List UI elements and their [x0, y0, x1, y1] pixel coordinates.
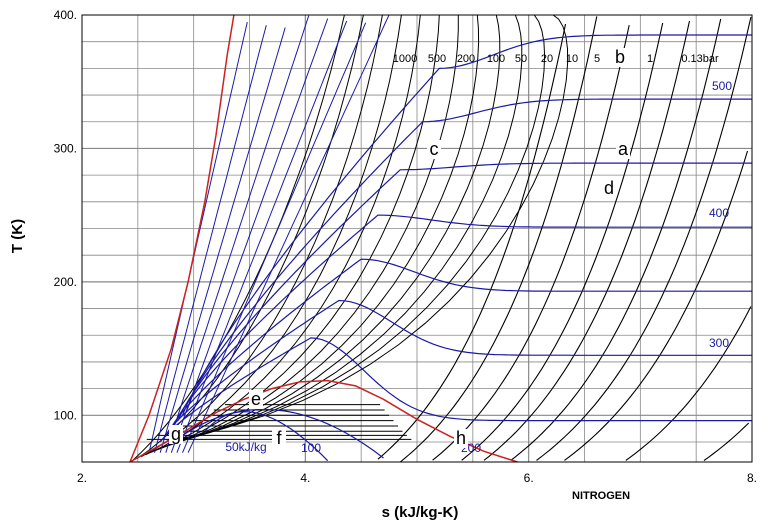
- x-tick-label: 8.: [747, 471, 757, 485]
- isobar-curve: [167, 14, 501, 446]
- letter-marker: d: [604, 178, 614, 198]
- enthalpy-label: 100: [301, 441, 321, 455]
- isenthalp-curve: [173, 214, 752, 427]
- y-tick-label: 400.: [54, 8, 77, 22]
- y-tick-label: 100.: [54, 408, 77, 422]
- enthalpy-label: 300: [709, 336, 729, 350]
- letter-marker-bg: [616, 140, 630, 159]
- x-tick-label: 2.: [77, 471, 87, 485]
- pressure-label: 1: [647, 53, 653, 65]
- pressure-label: 200: [457, 53, 475, 65]
- isenthalp-curve: [159, 337, 752, 443]
- isenthalp-curve: [159, 27, 286, 453]
- grid: [82, 15, 752, 462]
- isenthalp-curve: [176, 408, 384, 459]
- isobar-curve: [399, 16, 598, 463]
- x-axis-label: s (kJ/kg-K): [382, 504, 459, 521]
- pressure-label: 500: [428, 53, 446, 65]
- isenthalp-curve: [176, 20, 348, 453]
- pressure-label: 10: [566, 53, 578, 65]
- isenthalp-curve: [170, 18, 329, 453]
- isenthalp-curve: [177, 162, 752, 421]
- isenthalp-curve: [204, 411, 329, 462]
- isobar-curve: [163, 14, 480, 448]
- isobar-curve: [510, 18, 722, 461]
- isenthalp-curve: [165, 15, 310, 453]
- letter-marker-bg: [613, 48, 627, 67]
- isenthalp-curve: [164, 299, 752, 437]
- curves: [129, 14, 752, 463]
- x-tick-label: 4.: [300, 471, 310, 485]
- isenthalp-curve: [187, 14, 390, 453]
- axis-ticks: 2. 4. 6. 8. 100. 200. 300. 400.: [54, 8, 757, 485]
- pressure-label: 20: [541, 53, 553, 65]
- letter-marker-bg: [602, 179, 616, 198]
- letter-marker: e: [251, 389, 261, 409]
- isobar-curve: [149, 14, 421, 454]
- saturation-dome: [129, 379, 518, 463]
- isobar-curve: [131, 14, 345, 462]
- isenthalp-curve: [154, 25, 267, 453]
- isenthalp-curve: [182, 22, 367, 453]
- plot-frame: [81, 14, 753, 463]
- letter-marker: h: [456, 428, 466, 448]
- isobar-curve: [564, 150, 749, 461]
- letter-marker: b: [615, 47, 625, 67]
- letter-marker-bg: [249, 390, 263, 409]
- isenthalp-curve: [181, 98, 752, 416]
- y-axis-label: T (K): [9, 219, 26, 253]
- isobar-curve: [145, 14, 402, 456]
- y-tick-label: 300.: [54, 141, 77, 155]
- enthalpy-label: 400: [709, 206, 729, 220]
- pressure-label: 100: [487, 53, 505, 65]
- isobar-curve: [483, 20, 691, 461]
- enthalpy-label: 500: [712, 79, 732, 93]
- x-tick-label: 6.: [524, 471, 534, 485]
- pressure-label: 50: [515, 53, 527, 65]
- pressure-label: 0.13bar: [681, 53, 719, 65]
- y-tick-label: 200.: [54, 275, 77, 289]
- isobar-curve: [176, 14, 546, 442]
- letter-marker: f: [276, 428, 282, 448]
- isobar-curve: [703, 422, 750, 461]
- letter-marker-bg: [169, 425, 183, 444]
- isobar-curve: [377, 23, 567, 460]
- letter-marker-bg: [427, 140, 441, 159]
- pressure-label: 1000: [393, 53, 417, 65]
- isenthalp-curve: [186, 34, 752, 411]
- letter-marker: g: [171, 424, 181, 444]
- letter-marker-bg: [454, 429, 468, 448]
- chart-note: NITROGEN: [572, 490, 630, 502]
- letter-marker-bg: [272, 429, 286, 448]
- letter-marker: c: [430, 139, 439, 159]
- letter-marker: a: [618, 139, 629, 159]
- enthalpy-label: 50kJ/kg: [225, 440, 266, 454]
- liquid-line: [129, 14, 235, 463]
- isenthalp-curve: [168, 258, 752, 432]
- pressure-label: 5: [594, 53, 600, 65]
- isobar-curve: [536, 16, 752, 461]
- isobar-curve: [625, 306, 752, 461]
